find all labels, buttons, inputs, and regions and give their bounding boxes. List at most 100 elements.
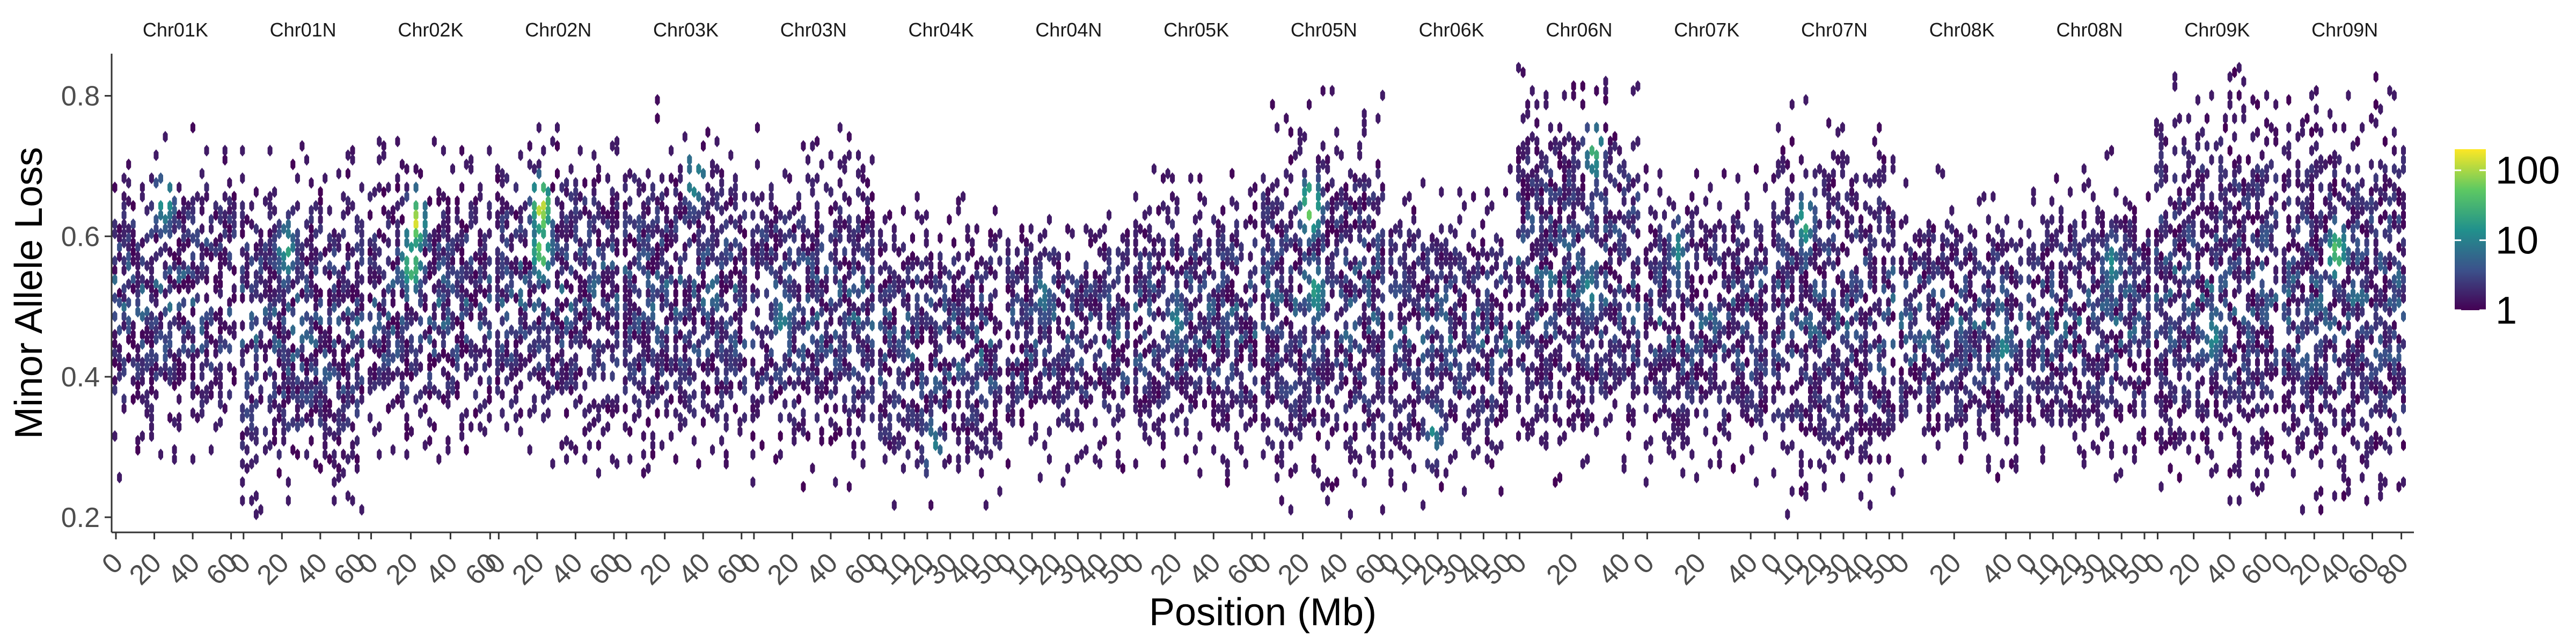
hexbin-cell: [313, 283, 319, 295]
hexbin-cell: [891, 223, 897, 235]
hexbin-cell: [1088, 338, 1093, 350]
hexbin-cell: [1192, 260, 1198, 272]
hexbin-cell: [1275, 260, 1280, 272]
hexbin-cell: [1366, 195, 1372, 207]
hexbin-cell: [1366, 241, 1372, 253]
hexbin-cell: [1448, 251, 1453, 262]
hexbin-cell: [253, 426, 259, 437]
hexbin-cell: [1525, 172, 1531, 185]
hexbin-cell: [701, 251, 706, 262]
hexbin-cell: [1366, 333, 1372, 346]
hexbin-cell: [1060, 356, 1066, 369]
hexbin-cell: [673, 407, 678, 419]
hexbin-cell: [559, 246, 565, 258]
hexbin-cell: [696, 228, 701, 240]
hexbin-cell: [482, 398, 487, 410]
hexbin-cell: [1102, 333, 1107, 346]
hexbin-cell: [304, 283, 309, 295]
hexbin-cell: [655, 352, 660, 364]
hexbin-cell: [924, 421, 929, 433]
hexbin-cell: [1211, 342, 1217, 355]
x-tick-label: 20: [1272, 547, 1316, 591]
hexbin-cell: [144, 305, 150, 318]
hexbin-cell: [327, 204, 332, 217]
hexbin-cell: [728, 214, 734, 226]
hexbin-cell: [623, 228, 628, 240]
hexbin-cell: [1102, 361, 1107, 373]
hexbin-cell: [536, 167, 541, 180]
hexbin-cell: [815, 412, 820, 424]
hexbin-cell: [249, 283, 254, 295]
hexbin-cell: [860, 347, 866, 360]
hexbin-cell: [1311, 232, 1316, 244]
hexbin-cell: [209, 389, 214, 401]
hexbin-cell: [627, 361, 633, 373]
hexbin-cell: [778, 237, 783, 249]
hexbin-cell: [778, 209, 783, 221]
hexbin-cell: [1239, 333, 1244, 346]
hexbin-cell: [1362, 126, 1367, 138]
hexbin-cell: [1120, 342, 1125, 355]
hexbin-cell: [801, 223, 806, 235]
hexbin-cell: [290, 204, 296, 217]
hexbin-cell: [1079, 338, 1084, 350]
hexbin-cell: [591, 398, 597, 410]
hexbin-cell: [742, 375, 747, 387]
hexbin-cell: [536, 324, 541, 336]
hexbin-cell: [737, 287, 743, 299]
hexbin-cell: [1371, 218, 1376, 230]
hexbin-cell: [1225, 375, 1230, 387]
hexbin-cell: [413, 181, 419, 194]
hexbin-cell: [1147, 232, 1152, 244]
hexbin-cell: [336, 370, 341, 382]
hexbin-cell: [979, 356, 984, 369]
hexbin-cell: [1388, 476, 1394, 488]
hexbin-cell: [1107, 264, 1111, 276]
hexbin-cell: [833, 237, 838, 249]
hexbin-cell: [1329, 481, 1335, 493]
hexbin-cell: [701, 269, 706, 281]
hexbin-cell: [1024, 283, 1029, 295]
hexbin-cell: [445, 398, 451, 410]
hexbin-cell: [1206, 338, 1212, 350]
hexbin-cell: [577, 209, 583, 221]
hexbin-cell: [1462, 255, 1467, 267]
hexbin-cell: [1107, 292, 1111, 304]
hexbin-cell: [979, 292, 984, 304]
hexbin-cell: [582, 426, 588, 437]
hexbin-cell: [1230, 260, 1235, 272]
hexbin-cell: [773, 232, 779, 244]
hexbin-cell: [404, 228, 409, 240]
hexbin-cell: [253, 241, 259, 253]
hexbin-cell: [1197, 356, 1203, 369]
hexbin-cell: [1529, 251, 1535, 262]
hexbin-cell: [172, 251, 177, 262]
hexbin-cell: [1161, 283, 1166, 295]
hexbin-cell: [1375, 407, 1381, 419]
hexbin-cell: [1084, 278, 1089, 290]
hexbin-cell: [1338, 370, 1344, 382]
hexbin-cell: [1288, 172, 1293, 185]
hexbin-cell: [773, 370, 779, 382]
hexbin-cell: [851, 264, 857, 276]
hexbin-cell: [947, 453, 952, 465]
hexbin-cell: [167, 328, 173, 341]
hexbin-cell: [1316, 228, 1321, 240]
hexbin-cell: [231, 319, 237, 332]
hexbin-cell: [1056, 251, 1061, 262]
hexbin-cell: [249, 319, 254, 332]
hexbin-cell: [386, 328, 391, 341]
hexbin-cell: [345, 287, 350, 299]
hexbin-cell: [669, 273, 674, 286]
hexbin-cell: [323, 402, 328, 415]
hexbin-cell: [769, 200, 774, 212]
hexbin-cell: [1197, 273, 1203, 286]
hexbin-cell: [865, 305, 870, 318]
hexbin-cell: [627, 278, 633, 290]
hexbin-cell: [627, 333, 633, 346]
hexbin-cell: [1088, 237, 1093, 249]
hexbin-cell: [199, 398, 204, 410]
hexbin-cell: [272, 416, 277, 428]
hexbin-cell: [227, 204, 232, 217]
hexbin-cell: [381, 186, 386, 198]
